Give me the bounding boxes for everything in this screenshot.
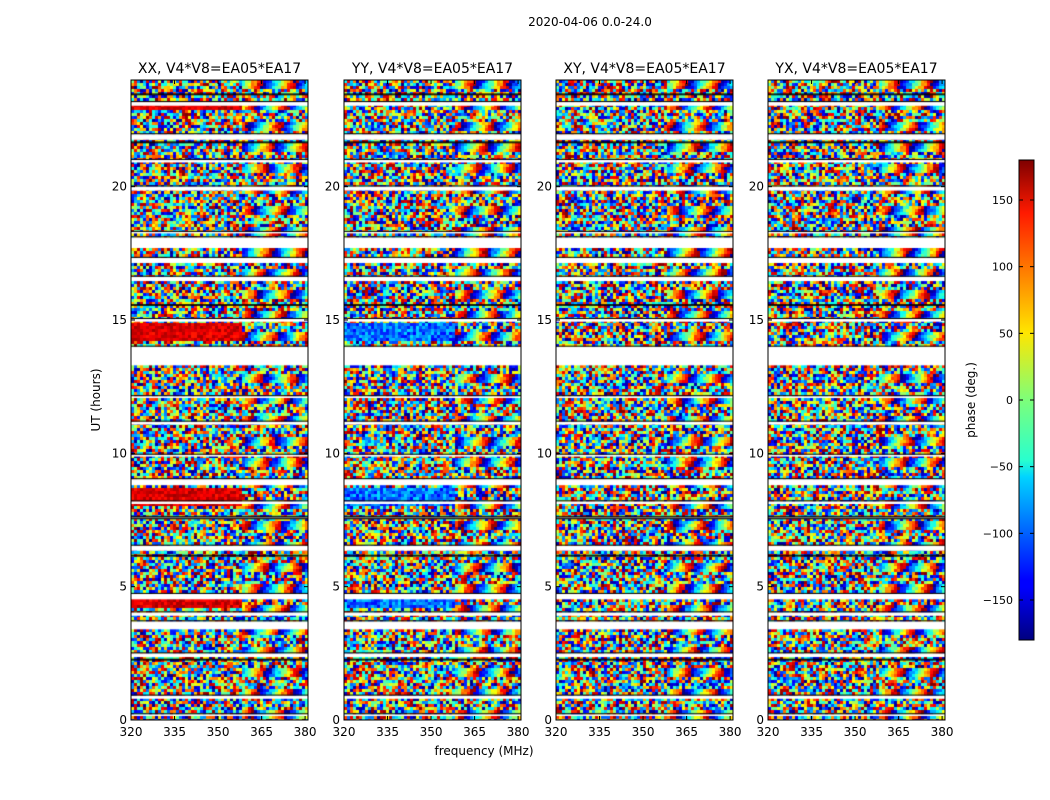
panel-yx: YX, V4*V8=EA05*EA17 320 335 350 365 380 0 5 10 15…: [749, 61, 954, 739]
x-tick-label: 380: [507, 725, 530, 739]
x-tick-label: 380: [719, 725, 742, 739]
y-tick-label: 5: [332, 580, 340, 594]
axes-frame: [130, 79, 309, 721]
colorbar-tick-label: −150: [983, 594, 1013, 607]
y-tick-label: 10: [749, 446, 764, 460]
y-tick-label: 10: [112, 446, 127, 460]
panels-group: XX, V4*V8=EA05*EA17 320 335 350 365 380 0 5 10 15…: [112, 61, 954, 739]
panel-xy: XY, V4*V8=EA05*EA17 320 335 350 365 380 0 5 10 15…: [537, 61, 742, 739]
colorbar-tick-label: −50: [990, 461, 1013, 474]
x-tick-label: 380: [931, 725, 954, 739]
colorbar: 150 100 50 0 −50 −100 −150 phase (deg.): [964, 159, 1035, 641]
x-tick-label: 350: [632, 725, 655, 739]
y-tick-label: 5: [544, 580, 552, 594]
x-tick-label: 350: [420, 725, 443, 739]
phase-image: [344, 80, 521, 720]
x-tick-label: 320: [333, 725, 356, 739]
x-tick-label: 365: [675, 725, 698, 739]
x-tick-label: 320: [757, 725, 780, 739]
x-tick-label: 365: [250, 725, 273, 739]
axes-frame: [767, 79, 946, 721]
y-tick-label: 5: [756, 580, 764, 594]
y-tick-label: 15: [537, 313, 552, 327]
y-tick-label: 20: [325, 180, 340, 194]
colorbar-label: phase (deg.): [964, 362, 978, 438]
x-tick-label: 335: [588, 725, 611, 739]
colorbar-tick-label: 100: [992, 261, 1013, 274]
y-tick-label: 10: [537, 446, 552, 460]
x-tick-label: 365: [887, 725, 910, 739]
y-tick-label: 0: [544, 713, 552, 727]
y-tick-label: 20: [749, 180, 764, 194]
y-tick-label: 15: [112, 313, 127, 327]
x-tick-label: 350: [844, 725, 867, 739]
colorbar-tick-label: 150: [992, 194, 1013, 207]
phase-image: [131, 80, 308, 720]
y-tick-label: 0: [756, 713, 764, 727]
y-tick-label: 15: [749, 313, 764, 327]
x-tick-label: 335: [163, 725, 186, 739]
axes-frame: [343, 79, 522, 721]
x-tick-label: 365: [463, 725, 486, 739]
y-tick-label: 0: [332, 713, 340, 727]
x-tick-label: 380: [294, 725, 317, 739]
x-tick-label: 335: [376, 725, 399, 739]
y-tick-label: 20: [112, 180, 127, 194]
colorbar-tick-label: −100: [983, 527, 1013, 540]
x-tick-label: 335: [800, 725, 823, 739]
axes-frame: [555, 79, 734, 721]
y-tick-label: 20: [537, 180, 552, 194]
panel-title: XX, V4*V8=EA05*EA17: [138, 61, 301, 77]
colorbar-ticks: 150 100 50 0 −50 −100 −150: [983, 194, 1034, 607]
y-tick-label: 0: [119, 713, 127, 727]
y-tick-label: 5: [119, 580, 127, 594]
y-tick-label: 15: [325, 313, 340, 327]
colorbar-tick-label: 0: [1006, 394, 1013, 407]
panel-title: YX, V4*V8=EA05*EA17: [774, 61, 937, 77]
y-axis-label: UT (hours): [89, 368, 103, 431]
figure-title: 2020-04-06 0.0-24.0: [528, 15, 652, 29]
x-axis-label: frequency (MHz): [434, 744, 533, 758]
x-tick-label: 350: [207, 725, 230, 739]
x-tick-label: 320: [545, 725, 568, 739]
panel-yy: YY, V4*V8=EA05*EA17 320 335 350 365 380 0 5 10 15…: [325, 61, 530, 739]
colorbar-tick-label: 50: [999, 327, 1013, 340]
phase-image: [768, 80, 945, 720]
x-tick-label: 320: [120, 725, 143, 739]
phase-image: [556, 80, 733, 720]
panel-xx: XX, V4*V8=EA05*EA17 320 335 350 365 380 0 5 10 15…: [112, 61, 317, 739]
y-tick-label: 10: [325, 446, 340, 460]
panel-title: XY, V4*V8=EA05*EA17: [563, 61, 725, 77]
panel-title: YY, V4*V8=EA05*EA17: [351, 61, 513, 77]
